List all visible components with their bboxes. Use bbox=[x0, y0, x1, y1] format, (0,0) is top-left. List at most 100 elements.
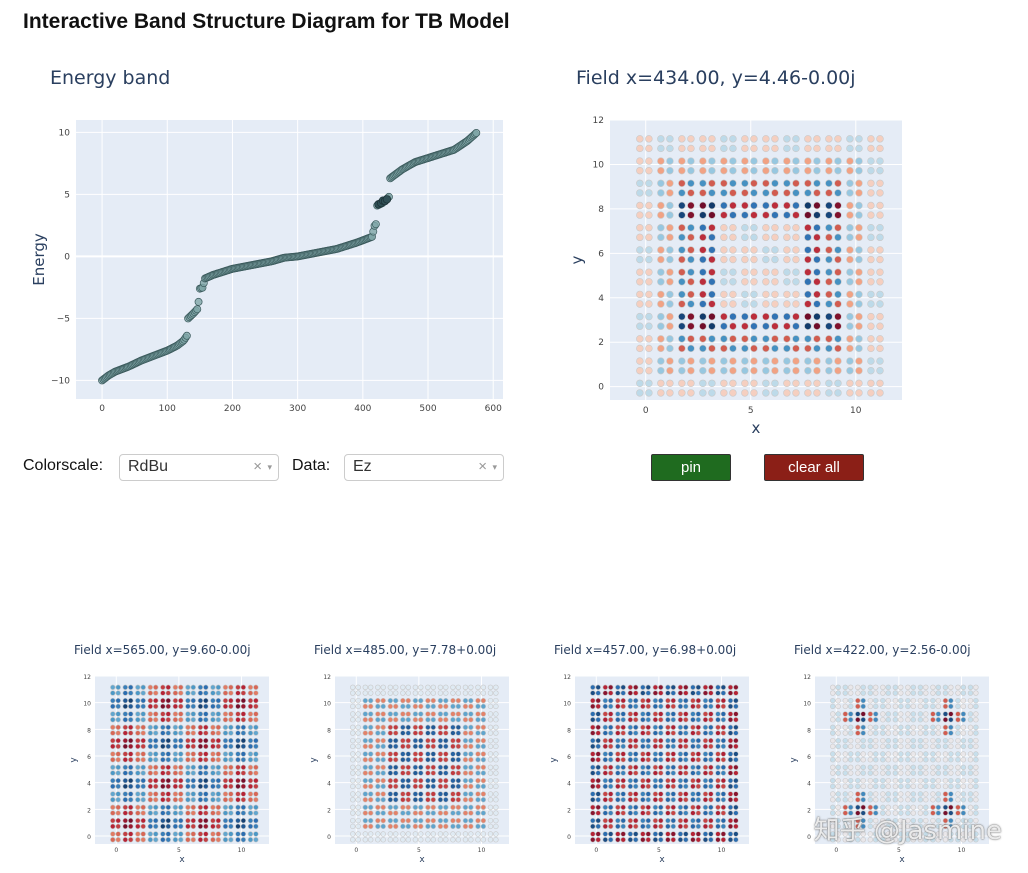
x-tick-label: 0 bbox=[834, 847, 838, 854]
clear-icon[interactable]: × bbox=[253, 458, 262, 475]
field-site bbox=[955, 791, 961, 797]
field-site bbox=[892, 837, 899, 843]
field-site bbox=[493, 817, 499, 824]
field-site bbox=[657, 366, 665, 375]
field-site bbox=[935, 804, 942, 811]
field-site bbox=[627, 684, 634, 691]
field-site bbox=[967, 770, 974, 776]
field-site bbox=[110, 777, 116, 784]
field-site bbox=[762, 157, 770, 165]
field-site bbox=[443, 770, 449, 776]
field-site bbox=[942, 703, 949, 710]
field-site bbox=[729, 322, 737, 330]
field-site bbox=[690, 697, 696, 704]
field-site bbox=[240, 837, 247, 843]
field-site bbox=[400, 697, 406, 704]
field-site bbox=[942, 797, 949, 803]
field-site bbox=[935, 810, 942, 816]
field-site bbox=[362, 777, 368, 784]
field-site bbox=[885, 823, 891, 830]
field-site bbox=[135, 757, 141, 763]
field-site bbox=[160, 757, 166, 763]
field-site bbox=[380, 690, 386, 696]
field-site bbox=[695, 831, 702, 837]
field-site bbox=[222, 791, 229, 797]
field-site bbox=[128, 810, 134, 816]
field-site bbox=[590, 717, 596, 723]
field-site bbox=[910, 810, 916, 816]
field-site bbox=[640, 797, 646, 803]
field-site bbox=[115, 711, 121, 717]
pin-button[interactable]: pin bbox=[651, 454, 731, 481]
field-site bbox=[848, 690, 854, 696]
field-site bbox=[418, 743, 424, 750]
field-site bbox=[450, 810, 456, 816]
field-site bbox=[405, 690, 411, 696]
y-axis-title: y bbox=[69, 757, 79, 763]
field-site bbox=[910, 724, 916, 731]
field-site bbox=[620, 797, 626, 803]
field-site bbox=[860, 703, 866, 710]
field-site bbox=[140, 817, 146, 824]
field-site bbox=[729, 201, 737, 210]
data-dropdown[interactable]: Ez × ▾ bbox=[344, 454, 504, 481]
field-site bbox=[658, 690, 664, 696]
field-site bbox=[210, 791, 216, 797]
chevron-down-icon[interactable]: ▾ bbox=[267, 462, 272, 472]
field-site bbox=[240, 684, 247, 691]
field-site bbox=[860, 810, 866, 816]
field-site bbox=[733, 743, 739, 750]
field-site bbox=[178, 797, 184, 803]
field-site bbox=[935, 757, 942, 763]
field-site bbox=[720, 684, 727, 691]
field-site bbox=[375, 717, 381, 723]
field-site bbox=[955, 797, 961, 803]
field-site bbox=[834, 322, 842, 330]
field-site bbox=[905, 817, 911, 824]
field-site bbox=[602, 831, 608, 837]
field-site bbox=[670, 737, 676, 744]
field-site bbox=[147, 804, 154, 811]
field-site bbox=[147, 837, 154, 843]
field-site bbox=[615, 804, 621, 811]
clear-icon[interactable]: × bbox=[478, 458, 487, 475]
field-site bbox=[830, 797, 836, 803]
field-site bbox=[645, 751, 651, 757]
field-site bbox=[792, 179, 800, 187]
field-site bbox=[197, 777, 204, 784]
field-site bbox=[842, 737, 848, 744]
field-site bbox=[405, 837, 411, 843]
field-site bbox=[898, 783, 904, 790]
field-site bbox=[418, 684, 424, 691]
field-site bbox=[247, 730, 254, 736]
field-site bbox=[203, 810, 209, 816]
field-site bbox=[948, 703, 954, 710]
chevron-down-icon[interactable]: ▾ bbox=[492, 462, 497, 472]
field-site bbox=[387, 717, 394, 723]
field-site bbox=[720, 189, 728, 197]
field-site bbox=[602, 751, 608, 757]
field-site bbox=[804, 379, 812, 387]
field-site bbox=[930, 791, 936, 797]
field-site bbox=[695, 697, 702, 704]
field-site bbox=[792, 278, 800, 286]
field-site bbox=[122, 777, 128, 784]
field-site bbox=[122, 797, 128, 803]
field-site bbox=[942, 817, 949, 824]
field-site bbox=[666, 246, 674, 254]
field-site bbox=[846, 233, 854, 242]
field-site bbox=[253, 810, 259, 816]
field-site bbox=[867, 268, 875, 276]
field-site bbox=[418, 770, 424, 776]
field-site bbox=[387, 810, 394, 816]
selected-band-point bbox=[382, 195, 392, 204]
clear-all-button[interactable]: clear all bbox=[764, 454, 864, 481]
colorscale-dropdown[interactable]: RdBu × ▾ bbox=[119, 454, 279, 481]
field-site bbox=[695, 757, 702, 763]
